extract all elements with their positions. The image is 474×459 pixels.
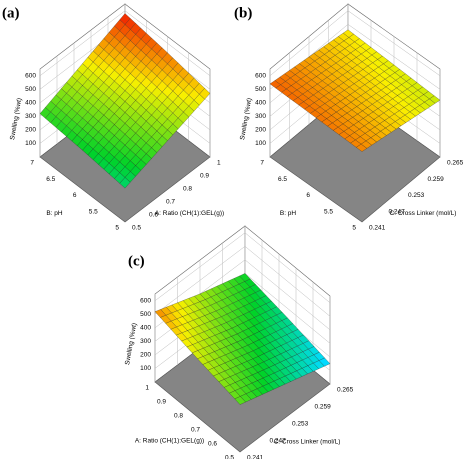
x-tick-label: 0.8 bbox=[183, 186, 192, 193]
y-tick-label: 5 bbox=[115, 225, 119, 232]
y-tick-label: 6 bbox=[306, 192, 310, 199]
z-tick-label: 600 bbox=[140, 297, 151, 304]
x-axis-title: C: Cross Linker (mol/L) bbox=[390, 210, 457, 217]
z-tick-label: 300 bbox=[140, 338, 151, 345]
panel-label: (c) bbox=[128, 253, 145, 269]
panel-label: (a) bbox=[2, 5, 20, 21]
z-tick-label: 300 bbox=[255, 113, 266, 120]
z-tick-label: 400 bbox=[140, 325, 151, 332]
z-tick-label: 500 bbox=[25, 86, 36, 93]
x-tick-label: 0.241 bbox=[247, 455, 264, 459]
y-tick-label: 6.5 bbox=[278, 176, 287, 183]
z-axis-title: Swelling (%wt) bbox=[124, 322, 138, 365]
x-tick-label: 0.9 bbox=[200, 173, 209, 180]
z-tick-label: 600 bbox=[25, 72, 36, 79]
y-tick-label: 6.5 bbox=[46, 176, 55, 183]
y-axis-title: A: Ratio (CH(1):GEL(g)) bbox=[135, 438, 204, 445]
surface-cell bbox=[234, 396, 246, 405]
y-tick-label: 5.5 bbox=[324, 208, 333, 215]
y-axis-title: B: pH bbox=[46, 210, 63, 217]
x-tick-label: 0.259 bbox=[315, 404, 332, 411]
z-axis-title: Swelling (%wt) bbox=[239, 97, 253, 140]
x-tick-label: 0.241 bbox=[369, 225, 386, 232]
y-tick-label: 7 bbox=[260, 160, 264, 167]
y-tick-label: 0.5 bbox=[225, 455, 234, 459]
z-tick-label: 400 bbox=[255, 100, 266, 107]
surface-cell bbox=[119, 177, 131, 189]
x-tick-label: 0.253 bbox=[408, 192, 425, 199]
y-tick-label: 6 bbox=[73, 192, 77, 199]
surface-plot: (b) 100 200 300 400 500 600 0.241 0.247 0.253 0.25… bbox=[234, 3, 464, 232]
surface-plot: (a) 100 200 300 400 500 600 0.5 0.6 0.7 0.8 0.9 1 5 5.… bbox=[2, 3, 224, 232]
z-tick-label: 500 bbox=[255, 86, 266, 93]
z-tick-label: 600 bbox=[255, 72, 266, 79]
x-tick-label: 0.265 bbox=[447, 160, 464, 167]
x-tick-label: 0.6 bbox=[149, 212, 158, 219]
y-tick-label: 0.9 bbox=[157, 399, 166, 406]
x-axis-title: C: Cross Linker (mol/L) bbox=[274, 439, 341, 446]
x-tick-label: 0.265 bbox=[337, 387, 354, 394]
z-tick-label: 200 bbox=[25, 127, 36, 134]
x-tick-label: 0.247 bbox=[270, 438, 287, 445]
z-tick-label: 100 bbox=[255, 140, 266, 147]
x-tick-label: 0.5 bbox=[132, 225, 141, 232]
x-tick-label: 0.253 bbox=[292, 421, 309, 428]
z-tick-label: 400 bbox=[25, 100, 36, 107]
z-tick-label: 300 bbox=[25, 113, 36, 120]
y-tick-label: 0.7 bbox=[191, 427, 200, 434]
y-tick-label: 0.8 bbox=[174, 413, 183, 420]
y-axis-title: B: pH bbox=[280, 210, 297, 217]
z-tick-label: 200 bbox=[255, 127, 266, 134]
x-tick-label: 0.7 bbox=[166, 199, 175, 206]
y-tick-label: 7 bbox=[30, 160, 34, 167]
z-tick-label: 100 bbox=[140, 365, 151, 372]
z-tick-label: 500 bbox=[140, 311, 151, 318]
panel-label: (b) bbox=[234, 5, 252, 21]
surface-plot: (c) 100 200 300 400 500 600 0.241 0.247 0.253 0.25… bbox=[124, 225, 354, 459]
y-tick-label: 5 bbox=[352, 225, 356, 232]
z-tick-label: 200 bbox=[140, 352, 151, 359]
y-tick-label: 0.6 bbox=[208, 441, 217, 448]
z-axis-title: Swelling (%wt) bbox=[9, 97, 23, 140]
x-tick-label: 1 bbox=[217, 160, 221, 167]
x-axis-title: A: Ratio (CH(1):GEL(g)) bbox=[155, 210, 224, 217]
x-tick-label: 0.259 bbox=[428, 176, 445, 183]
z-tick-label: 100 bbox=[25, 140, 36, 147]
y-tick-label: 5.5 bbox=[89, 208, 98, 215]
y-tick-label: 1 bbox=[145, 385, 149, 392]
x-tick-label: 0.247 bbox=[389, 208, 406, 215]
surface-cell bbox=[356, 143, 368, 152]
